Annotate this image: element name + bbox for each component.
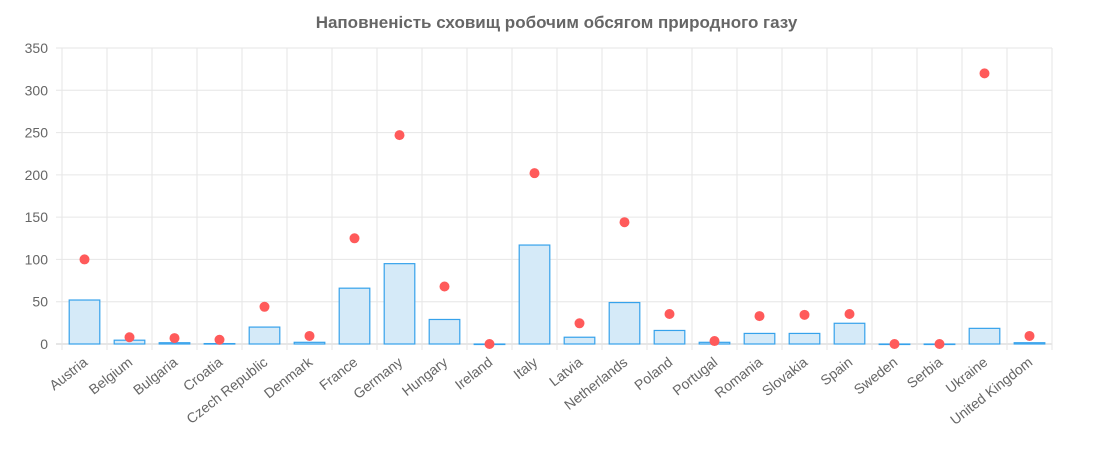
bar — [608, 301, 641, 345]
data-point — [889, 339, 900, 349]
x-tick-label: Spain — [817, 354, 855, 389]
bar — [68, 299, 101, 345]
data-point — [799, 309, 810, 320]
bar — [293, 341, 326, 345]
y-tick-label: 200 — [25, 167, 49, 183]
data-point — [79, 254, 90, 265]
data-point — [844, 308, 855, 319]
bar — [1013, 342, 1046, 345]
x-tick-label: Latvia — [546, 354, 585, 390]
data-point — [214, 334, 225, 345]
bar — [383, 263, 416, 345]
x-tick-label: Belgium — [86, 354, 136, 398]
data-point — [259, 301, 270, 312]
x-tick-label: Poland — [631, 354, 675, 393]
y-tick-label: 250 — [25, 125, 49, 141]
x-tick-label: Romania — [711, 354, 765, 401]
x-tick-label: United Kingdom — [947, 354, 1035, 428]
x-tick-label: Sweden — [851, 354, 901, 398]
data-point — [574, 318, 585, 329]
y-tick-label: 150 — [25, 209, 49, 225]
x-tick-label: Slovakia — [759, 354, 811, 399]
data-point — [754, 311, 765, 322]
data-point — [934, 339, 945, 349]
x-tick-label: Italy — [510, 354, 540, 382]
data-point — [1024, 330, 1035, 341]
data-point — [394, 130, 405, 141]
data-point — [664, 308, 675, 319]
y-tick-label: 0 — [40, 336, 48, 352]
data-point — [529, 168, 540, 179]
bar — [833, 322, 866, 345]
bar — [743, 332, 776, 345]
x-tick-label: Ireland — [452, 354, 496, 393]
x-tick-label: Hungary — [399, 354, 451, 399]
bar — [653, 329, 686, 345]
x-tick-label: Bulgaria — [130, 354, 180, 398]
bar — [518, 244, 551, 345]
data-point — [484, 339, 495, 349]
y-tick-label: 100 — [25, 251, 49, 267]
x-tick-label: Germany — [350, 354, 405, 402]
bar — [428, 318, 461, 345]
data-point — [349, 233, 360, 244]
data-point — [709, 336, 720, 347]
bar — [788, 332, 821, 345]
chart-title: Наповненість сховищ робочим обсягом прир… — [315, 13, 798, 32]
data-point — [439, 281, 450, 292]
bar — [563, 336, 596, 345]
data-point — [304, 330, 315, 341]
x-tick-label: Czech Republic — [183, 354, 270, 427]
bar — [968, 327, 1001, 345]
bar — [338, 287, 371, 345]
data-point — [619, 217, 630, 228]
data-point — [169, 333, 180, 344]
data-point — [979, 68, 990, 79]
bar — [248, 326, 281, 345]
x-tick-label: Serbia — [904, 354, 946, 392]
x-tick-label: Austria — [46, 354, 90, 394]
data-point — [124, 332, 135, 343]
y-tick-label: 50 — [32, 294, 48, 310]
x-tick-label: Portugal — [669, 354, 720, 399]
y-tick-label: 350 — [25, 40, 49, 56]
y-tick-label: 300 — [25, 82, 49, 98]
x-tick-label: Denmark — [261, 353, 316, 401]
